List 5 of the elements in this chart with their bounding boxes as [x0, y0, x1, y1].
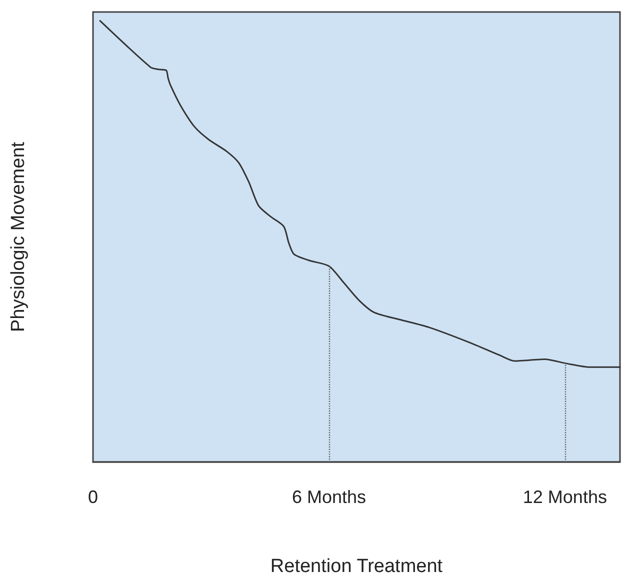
- x-tick-label: 6 Months: [292, 487, 366, 507]
- y-axis-title: Physiologic Movement: [8, 141, 29, 332]
- x-tick-label: 0: [88, 487, 98, 507]
- x-tick-label: 12 Months: [522, 487, 607, 507]
- x-axis-title: Retention Treatment: [270, 556, 444, 577]
